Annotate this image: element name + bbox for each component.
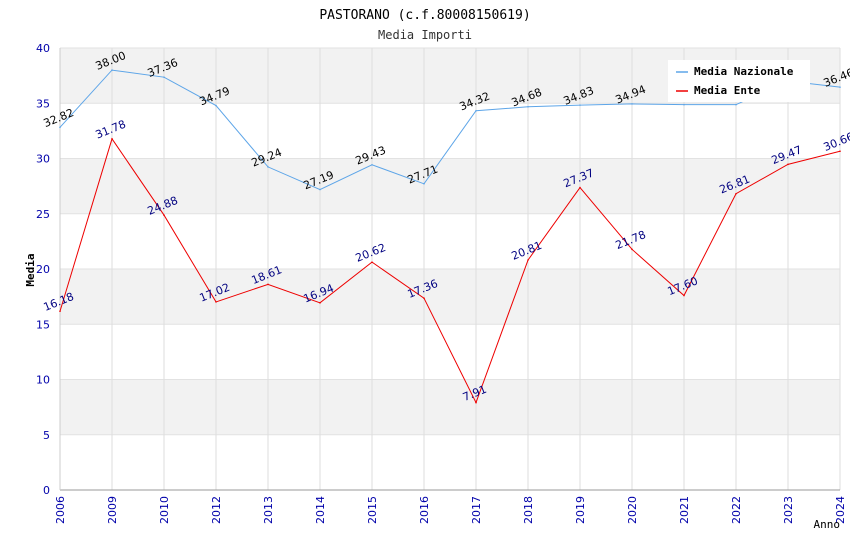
data-point-media-ente [839, 150, 841, 153]
chart-title: PASTORANO (c.f.80008150619) [319, 8, 530, 23]
data-point-media-ente [735, 192, 737, 195]
band-1 [60, 379, 840, 435]
band-5 [60, 158, 840, 214]
band-3 [60, 269, 840, 325]
x-tick-label: 2016 [418, 496, 431, 524]
x-tick-label: 2020 [626, 496, 639, 524]
data-point-media-nazionale [631, 103, 633, 105]
data-point-media-ente [475, 401, 477, 404]
data-point-media-nazionale [735, 103, 737, 106]
x-tick-label: 2010 [158, 496, 171, 524]
series-line-media-nazionale [59, 69, 841, 191]
data-point-media-ente [787, 163, 789, 166]
legend-box [668, 60, 810, 102]
data-point-media-nazionale [683, 103, 685, 106]
data-point-media-ente [371, 261, 373, 263]
x-tick-label: 2009 [106, 496, 119, 524]
y-tick-label: 40 [36, 42, 50, 55]
data-point-media-nazionale [267, 166, 269, 168]
y-tick-label: 10 [36, 374, 50, 387]
y-tick-label: 15 [36, 318, 50, 331]
data-point-media-nazionale [371, 163, 373, 166]
data-point-media-ente [59, 310, 61, 313]
band-4 [60, 213, 840, 269]
x-tick-label: 2006 [54, 496, 67, 524]
legend-label-media-nazionale: Media Nazionale [694, 65, 794, 78]
x-tick-label: 2015 [366, 496, 379, 524]
band-6 [60, 103, 840, 159]
y-tick-label: 30 [36, 153, 50, 166]
y-tick-label: 0 [43, 484, 50, 497]
y-tick-label: 25 [36, 208, 50, 221]
data-point-media-ente [423, 297, 425, 299]
series-line-media-ente [59, 137, 841, 404]
x-tick-label: 2024 [834, 496, 847, 524]
y-tick-label: 35 [36, 97, 50, 110]
data-point-media-ente [683, 294, 685, 297]
chart-subtitle: Media Importi [378, 28, 472, 42]
x-tick-label: 2013 [262, 496, 275, 524]
data-point-media-nazionale [163, 76, 165, 78]
data-point-media-ente [631, 248, 633, 251]
y-tick-label: 20 [36, 263, 50, 276]
x-tick-label: 2022 [730, 496, 743, 524]
data-point-media-nazionale [475, 109, 477, 112]
data-point-media-ente [215, 301, 217, 303]
x-tick-label: 2021 [678, 496, 691, 524]
data-point-media-ente [527, 259, 529, 261]
data-point-media-nazionale [423, 183, 425, 185]
background-bands [60, 48, 840, 490]
x-axis-ticks: 2006 2009 2010 2012 2013 2014 2015 2016 2017 2018… [54, 496, 847, 524]
legend: Media Nazionale Media Ente [668, 60, 810, 102]
data-point-media-nazionale [839, 86, 841, 88]
x-axis-label: Anno [814, 518, 841, 531]
x-tick-label: 2014 [314, 496, 327, 524]
data-point-media-nazionale [319, 188, 321, 191]
legend-label-media-ente: Media Ente [694, 84, 761, 97]
x-tick-label: 2018 [522, 496, 535, 524]
data-point-media-nazionale [59, 126, 61, 129]
data-point-media-ente [267, 283, 269, 286]
data-point-media-nazionale [215, 104, 217, 107]
x-tick-label: 2019 [574, 496, 587, 524]
y-tick-label: 5 [43, 429, 50, 442]
data-point-media-nazionale [579, 104, 581, 106]
y-axis-label: Media [24, 253, 37, 286]
x-tick-label: 2012 [210, 496, 223, 524]
x-tick-label: 2023 [782, 496, 795, 524]
data-point-media-ente [163, 214, 165, 216]
y-axis-ticks: 0 5 10 15 20 25 30 35 40 [36, 42, 50, 497]
x-tick-label: 2017 [470, 496, 483, 524]
data-point-media-nazionale [527, 105, 529, 108]
series-lines [59, 69, 841, 404]
band-0 [60, 434, 840, 490]
data-point-media-ente [111, 138, 113, 140]
data-point-media-ente [319, 302, 321, 304]
band-2 [60, 324, 840, 380]
data-point-media-nazionale [111, 69, 113, 71]
data-point-media-ente [579, 186, 581, 189]
